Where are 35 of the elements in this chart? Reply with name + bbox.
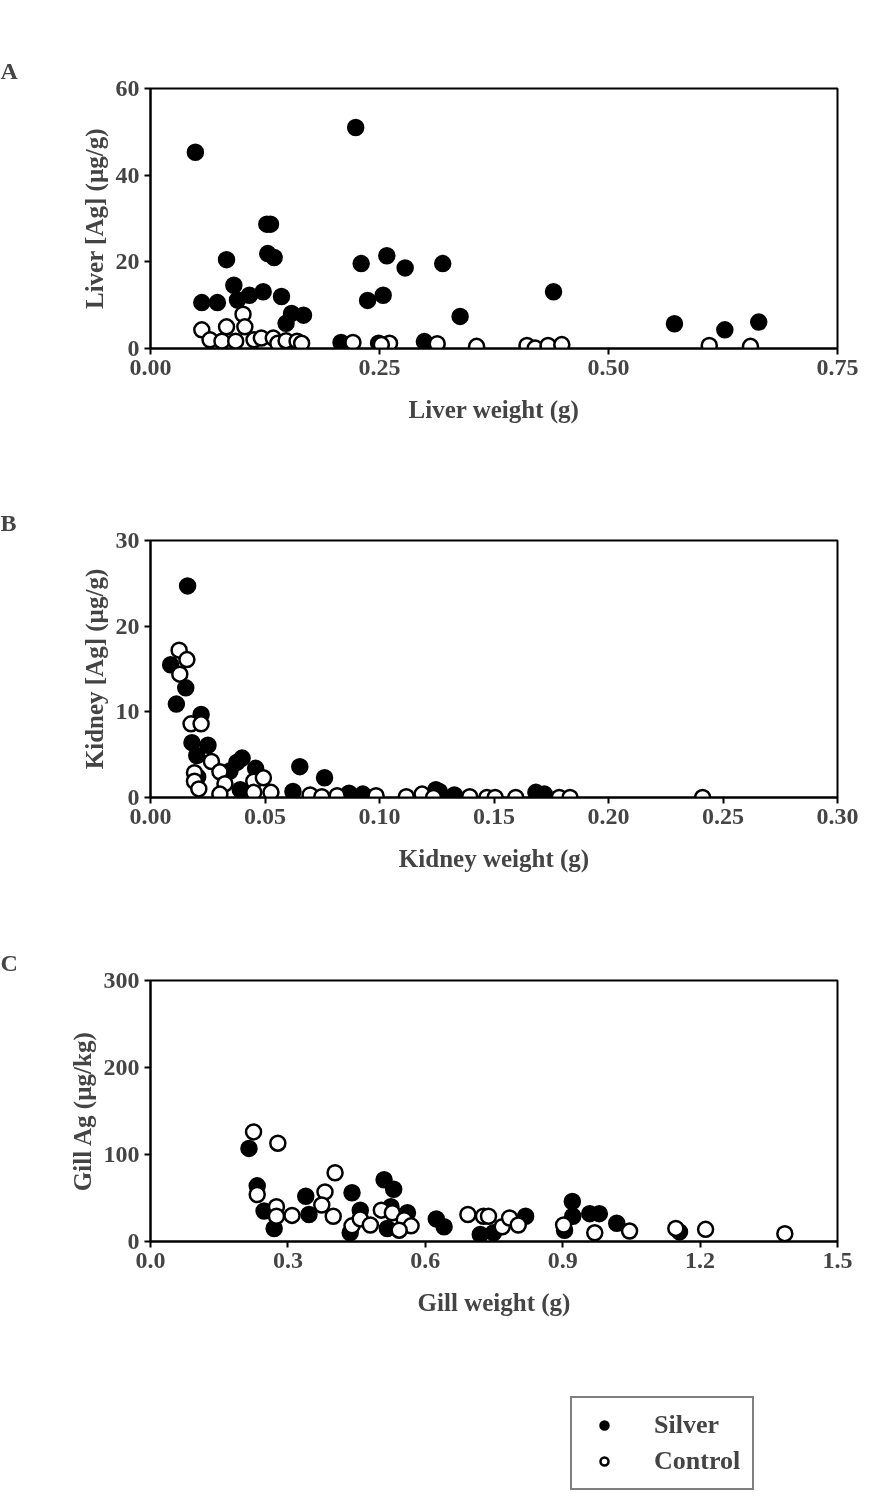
chart-title: B — [0, 509, 17, 536]
y-tick-label: 10 — [115, 698, 140, 725]
y-tick-label: 20 — [115, 612, 140, 639]
x-axis-title: Gill weight (g) — [417, 1288, 571, 1317]
x-tick-label: 0.05 — [244, 802, 286, 829]
x-tick-label: 0.15 — [473, 802, 515, 829]
y-tick-label: 0 — [127, 1228, 140, 1254]
x-tick-label: 1.2 — [685, 1246, 716, 1273]
x-tick-label: 0.25 — [358, 353, 401, 380]
legend-label: Silver — [654, 1410, 719, 1440]
x-tick-label: 1.5 — [822, 1246, 853, 1273]
x-axis-title: Liver weight (g) — [408, 395, 579, 424]
y-axis-title: Liver [Ag] (µg/g) — [80, 128, 109, 310]
y-tick-label: 20 — [115, 248, 140, 275]
x-tick-label: 0.6 — [410, 1246, 441, 1273]
y-tick-label: 200 — [103, 1054, 140, 1080]
legend-label: Control — [654, 1446, 741, 1476]
x-tick-label: 0.20 — [587, 802, 630, 829]
y-tick-label: 300 — [103, 967, 140, 993]
x-tick-label: 0.10 — [358, 802, 401, 829]
y-tick-label: 100 — [103, 1141, 140, 1167]
y-axis-title: Kidney [Ag] (µg/g) — [80, 568, 109, 770]
y-tick-label: 40 — [115, 161, 140, 188]
x-tick-label: 0.9 — [547, 1246, 578, 1273]
chart-title: C — [0, 949, 18, 976]
x-tick-label: 0.30 — [816, 802, 859, 829]
x-tick-label: 0.25 — [702, 802, 744, 829]
x-tick-label: 0.75 — [816, 353, 859, 380]
y-axis-title: Gill Ag (µg/kg) — [68, 1032, 97, 1192]
y-tick-label: 30 — [115, 527, 140, 553]
chart-title: A — [0, 57, 19, 84]
x-tick-label: 0.50 — [587, 353, 630, 380]
x-axis-title: Kidney weight (g) — [398, 844, 590, 873]
y-tick-label: 60 — [115, 75, 140, 101]
x-tick-label: 0.3 — [272, 1246, 303, 1273]
